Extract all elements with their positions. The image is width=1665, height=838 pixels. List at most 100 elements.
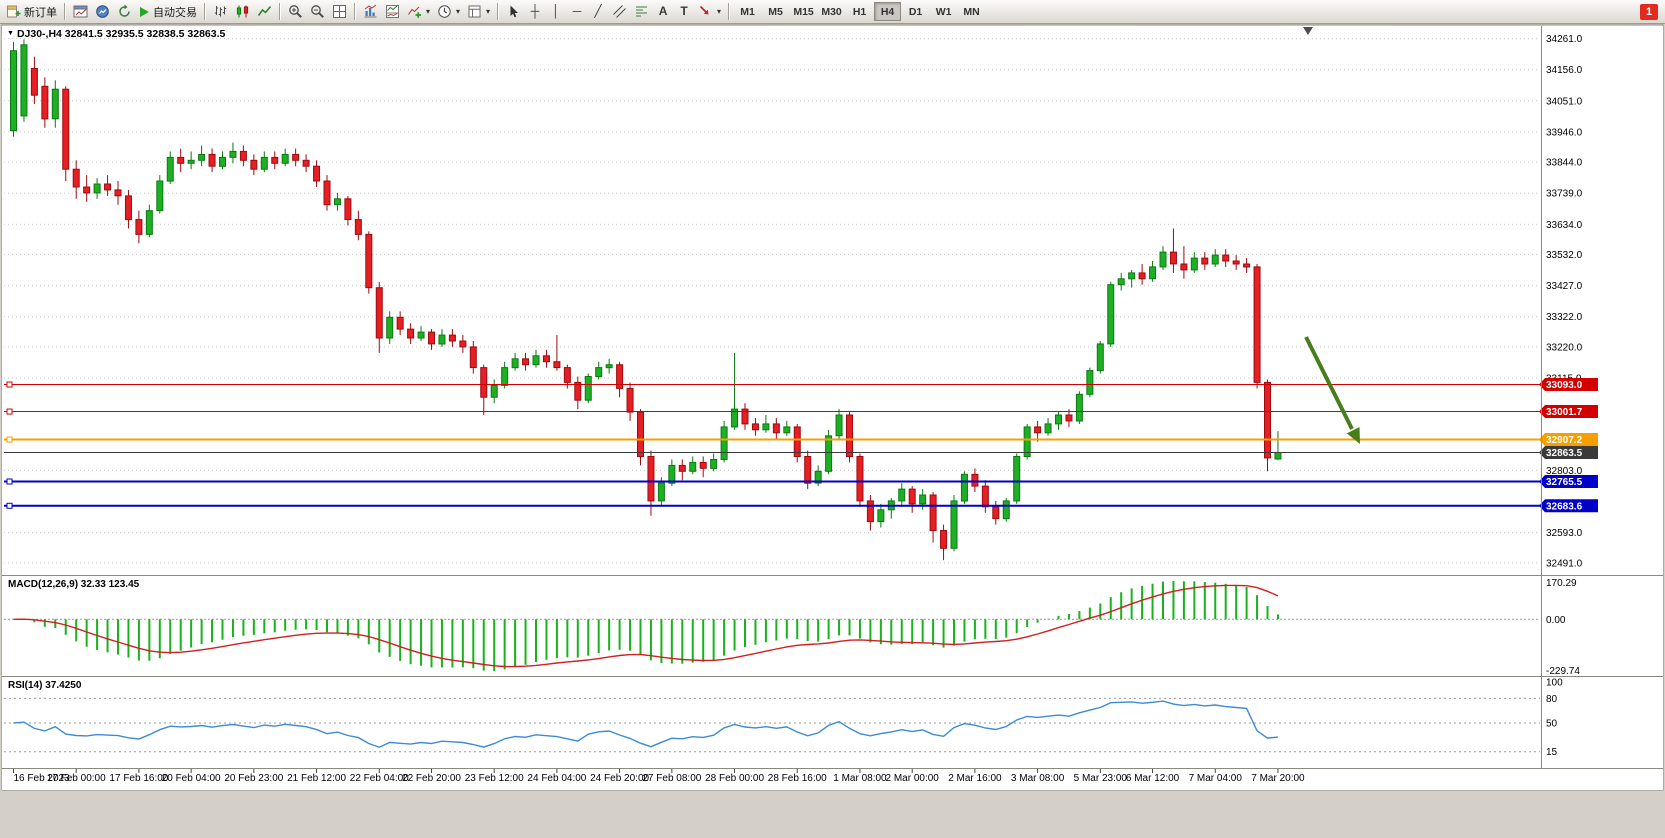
bear-candle [866,500,874,523]
chevron-down-icon: ▾ [486,7,491,16]
tile-windows-button[interactable] [329,2,350,22]
level-handle[interactable] [6,436,13,443]
bull-candle [919,494,927,505]
crosshair-button[interactable]: ┼ [525,2,545,22]
toolbar-separator [204,3,206,20]
timeframe-mn-button[interactable]: MN [958,2,985,21]
candles-chart-icon [236,5,249,18]
bear-candle [616,364,624,389]
periods-button[interactable]: ▾ [434,2,463,22]
collapse-triangle-icon[interactable]: ▼ [7,30,14,37]
candles-chart-button[interactable] [232,2,253,22]
toolbar-separator [354,3,356,20]
axis-price-flag-text: 32765.5 [1546,477,1583,488]
macd-axis-max: 170.29 [1546,578,1577,589]
horizontal-line-button[interactable]: ─ [567,2,587,22]
bear-candle [354,219,362,235]
time-axis[interactable] [2,769,1663,790]
text-button[interactable]: A [653,2,673,22]
indicator-windows-icon [386,5,399,18]
bear-candle [626,387,634,413]
level-handle[interactable] [6,381,13,388]
auto-trading-label: 自动交易 [153,6,197,19]
bear-candle [72,168,80,188]
zoom-out-button[interactable] [307,2,328,22]
bull-candle [156,180,164,212]
axis-price-flag [1539,433,1598,447]
add-indicator-button[interactable]: ▾ [404,2,433,22]
price-tick-label: 32803.0 [1546,466,1583,477]
toolbar-separator [728,3,731,20]
bear-candle [793,426,801,457]
timeframe-h4-button[interactable]: H4 [874,2,902,21]
timeframe-h1-button[interactable]: H1 [846,2,873,21]
macd-axis-zero: 0.00 [1546,615,1566,626]
timeframe-m15-button[interactable]: M15 [790,2,817,21]
bear-candle [699,461,707,469]
arrows-button[interactable]: ▾ [695,2,724,22]
level-handle[interactable] [6,502,13,509]
price-tick-label: 34156.0 [1546,65,1583,76]
bear-candle [908,488,916,505]
axis-price-flag-text: 32683.6 [1546,501,1583,512]
label-button[interactable]: T [674,2,694,22]
bear-candle [292,153,300,161]
price-axis[interactable] [1542,26,1663,768]
price-chart-area[interactable] [2,26,1541,575]
bear-candle [751,423,759,431]
label-icon: T [680,4,688,18]
bear-candle [992,506,1000,520]
bull-candle [10,50,17,132]
timeframe-m1-button[interactable]: M1 [734,2,761,21]
templates-button[interactable]: ▾ [464,2,493,22]
auto-trading-button[interactable]: 自动交易 [136,2,200,22]
indicator-windows-button[interactable] [382,2,403,22]
navigator-button[interactable] [114,2,135,22]
price-tick-label: 33220.0 [1546,342,1583,353]
macd-panel-area[interactable] [2,576,1541,676]
timeframe-w1-button[interactable]: W1 [930,2,957,21]
trend-arrow-head[interactable] [1346,427,1360,444]
bear-candle [323,180,331,206]
market-watch-button[interactable] [92,2,113,22]
trendline-button[interactable]: ╱ [588,2,608,22]
chevron-down-icon: ▾ [717,7,722,16]
bear-candle [428,331,435,345]
text-icon: A [658,4,668,18]
price-tick-label: 33427.0 [1546,281,1583,292]
timeframe-m30-button[interactable]: M30 [818,2,845,21]
vertical-line-button[interactable]: │ [546,2,566,22]
new-order-button[interactable]: 新订单 [3,2,60,22]
bear-candle [407,328,415,339]
bull-candle [1274,452,1282,460]
notification-badge[interactable]: 1 [1640,3,1658,20]
bear-candle [971,473,979,487]
bull-candle [187,159,195,164]
trend-arrow-line[interactable] [1304,336,1354,430]
chart-shift-marker-icon[interactable] [1303,27,1313,35]
time-label: 20 Feb 23:00 [224,773,283,784]
timeframe-d1-button[interactable]: D1 [902,2,929,21]
indicators-button[interactable] [360,2,381,22]
bull-candle [1128,272,1136,280]
channel-button[interactable] [609,2,630,22]
bull-candle [166,156,174,182]
timeframe-m5-button[interactable]: M5 [762,2,789,21]
time-label: 17 Feb 16:00 [109,773,168,784]
cursor-button[interactable] [503,2,524,22]
price-tick-label: 33634.0 [1546,220,1583,231]
fibonacci-button[interactable] [631,2,652,22]
toolbar-separator [497,3,500,20]
level-handle[interactable] [6,408,13,415]
bear-candle [1253,266,1261,383]
navigator-icon [119,4,130,17]
zoom-in-button[interactable] [285,2,306,22]
bear-candle [1065,414,1073,422]
bear-candle [365,233,373,289]
bars-chart-button[interactable] [210,2,231,22]
level-handle[interactable] [6,478,13,485]
charts-button[interactable] [70,2,91,22]
price-tick-label: 34051.0 [1546,96,1583,107]
line-chart-button[interactable] [254,2,275,22]
